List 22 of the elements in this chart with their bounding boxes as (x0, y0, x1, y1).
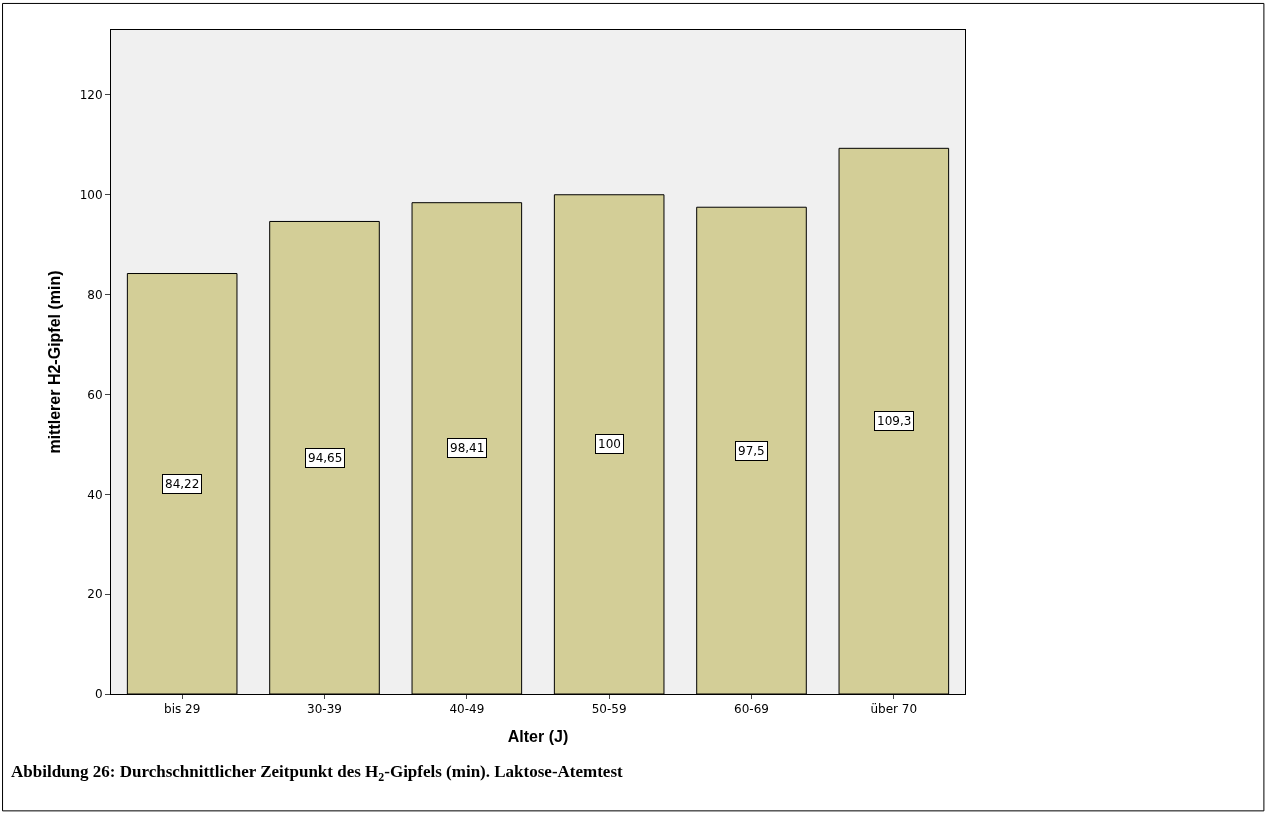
x-tick-label: 60-69 (734, 702, 769, 717)
x-tick-label: über 70 (870, 702, 918, 717)
data-label: 109,3 (877, 414, 912, 428)
y-tick-label: 120 (79, 88, 103, 103)
data-label: 100 (598, 437, 621, 451)
data-label: 84,22 (165, 477, 200, 491)
x-axis-title: Alter (J) (507, 728, 569, 746)
y-axis-title: mittlerer H2-Gipfel (min) (45, 270, 63, 454)
data-label: 97,5 (738, 444, 765, 458)
x-tick-label: 30-39 (307, 702, 342, 717)
data-label: 98,41 (450, 441, 485, 455)
data-label: 94,65 (308, 451, 343, 465)
y-tick-label: 60 (87, 387, 103, 402)
y-tick-label: 40 (87, 487, 103, 502)
y-tick-label: 80 (87, 287, 103, 302)
text: Abbildung 26: Durchschnittlicher Zeitpunkt des H$_{2}$-Gipfels (min). Laktose-Atemtest (11, 762, 624, 784)
y-tick-label: 20 (87, 587, 103, 602)
x-tick-label: bis 29 (164, 702, 201, 717)
x-tick-label: 50-59 (591, 702, 627, 717)
y-tick-label: 100 (79, 187, 103, 202)
y-tick-label: 0 (94, 687, 103, 702)
x-tick-label: 40-49 (449, 702, 485, 717)
